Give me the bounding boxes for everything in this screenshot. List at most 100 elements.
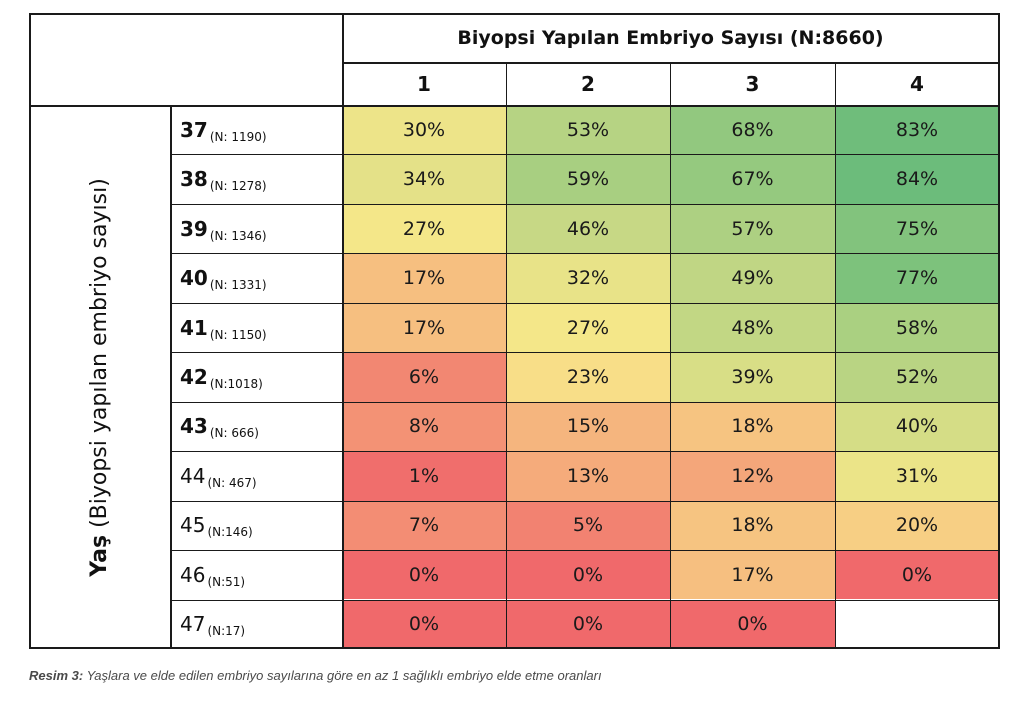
row-age: 44 [180,463,206,488]
column-header: 4 [910,71,924,96]
table-title: Biyopsi Yapılan Embriyo Sayısı (N:8660) [457,26,884,49]
row-separator [170,550,1000,551]
heatmap-cell: 8% [342,401,506,452]
column-separator [670,62,671,649]
row-header: 40 (N: 1331) [170,253,342,302]
row-count: (N: 666) [209,426,259,441]
heatmap-cell: 67% [670,154,835,204]
heatmap-cell: 75% [835,203,999,254]
row-age: 37 [180,117,208,142]
heatmap-cell: 17% [342,302,506,353]
heatmap-cell: 30% [342,105,506,155]
row-header: 47 (N:17) [170,600,342,649]
column-header: 2 [581,71,595,96]
row-age: 46 [180,562,206,587]
row-age: 39 [180,216,208,241]
heatmap-cell: 48% [670,302,835,353]
heatmap-table: Biyopsi Yapılan Embriyo Sayısı (N:8660) … [29,13,1000,649]
heatmap-cell: 15% [506,401,670,452]
outer-border-bottom [29,647,1000,649]
row-age: 38 [180,167,208,192]
row-separator [170,154,1000,155]
row-separator [170,253,1000,254]
column-header: 1 [417,71,431,96]
heatmap-cell: 40% [835,401,999,452]
row-age: 42 [180,364,208,389]
heatmap-cell: 5% [506,500,670,551]
column-header: 3 [745,71,760,96]
row-separator [170,451,1000,452]
heatmap-cell: 1% [342,451,506,501]
outer-border-top [29,13,1000,15]
heatmap-cell: 59% [506,154,670,204]
row-header: 39 (N: 1346) [170,204,342,253]
heatmap-cell: 17% [342,253,506,303]
row-age: 45 [180,513,206,538]
caption-text: Yaşlara ve elde edilen embriyo sayıların… [83,668,602,683]
row-header: 41 (N: 1150) [170,303,342,352]
heatmap-cell: 20% [835,500,999,551]
heatmap-cell: 0% [342,599,506,649]
heatmap-cell: 0% [835,550,999,600]
row-separator [170,402,1000,403]
heatmap-cell: 57% [670,203,835,254]
heatmap-cell: 13% [506,451,670,501]
heatmap-cell: 12% [670,451,835,501]
heatmap-cell: 0% [506,550,670,600]
heatmap-cell: 27% [506,302,670,353]
row-header: 37 (N: 1190) [170,105,342,154]
row-header: 45 (N:146) [170,501,342,550]
heatmap-cell: 31% [835,451,999,501]
heatmap-cell: 0% [670,599,835,649]
y-axis-title: Yaş (Biyopsi yapılan embriyo sayısı) [29,105,170,649]
heatmap-cell: 49% [670,253,835,303]
heatmap-cell: 83% [835,105,999,155]
row-header: 43 (N: 666) [170,402,342,451]
heatmap-cell: 34% [342,154,506,204]
row-header: 42 (N:1018) [170,352,342,401]
row-age: 47 [180,612,206,637]
row-count: (N:17) [207,624,246,639]
caption-label: Resim 3: [29,668,84,683]
heatmap-cell: 17% [670,550,835,600]
heatmap-cell: 27% [342,203,506,254]
row-header-separator [342,13,344,649]
heatmap-cell: 53% [506,105,670,155]
heatmap-cell: 58% [835,302,999,353]
heatmap-cell: 46% [506,203,670,254]
heatmap-cell: 68% [670,105,835,155]
heatmap-cell: 39% [670,352,835,402]
heatmap-cell: 52% [835,352,999,402]
row-header: 44 (N: 467) [170,451,342,500]
row-separator [170,501,1000,502]
y-axis-title-rest: (Biyopsi yapılan embriyo sayısı) [87,177,112,535]
row-age: 43 [180,414,208,439]
outer-border-right [998,13,1000,649]
row-count: (N: 467) [207,475,257,490]
outer-border-left [29,13,31,649]
heatmap-cell: 0% [506,599,670,649]
heatmap-cell: 7% [342,500,506,551]
header-separator [29,105,1000,107]
row-count: (N:146) [207,525,253,540]
heatmap-cell: 18% [670,500,835,551]
row-age: 41 [180,315,208,340]
row-count: (N: 1150) [209,327,267,342]
column-separator [506,62,507,649]
heatmap-cell: 77% [835,253,999,303]
heatmap-cell: 84% [835,154,999,204]
heatmap-cell: 23% [506,352,670,402]
row-separator [170,600,1000,601]
heatmap-cell: 6% [342,352,506,402]
heatmap-cell: 18% [670,401,835,452]
heatmap-cell: 0% [342,550,506,600]
row-count: (N: 1278) [209,179,267,194]
y-axis-title-bold: Yaş [87,534,112,577]
row-count: (N: 1331) [209,278,267,293]
row-header: 38 (N: 1278) [170,154,342,203]
row-count: (N:1018) [209,376,263,391]
row-age: 40 [180,266,208,291]
heatmap-cell: 32% [506,253,670,303]
row-separator [170,303,1000,304]
row-separator [170,352,1000,353]
